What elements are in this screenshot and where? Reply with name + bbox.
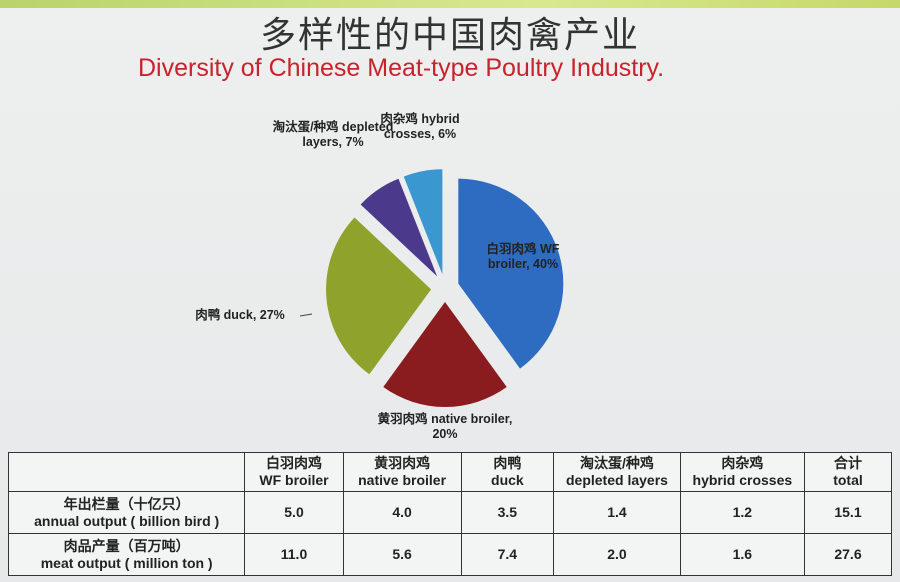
data-table: 白羽肉鸡 WF broiler 黄羽肉鸡 native broiler 肉鸭 duck 淘汰… xyxy=(7,452,893,576)
table-cell: 1.4 xyxy=(553,491,681,534)
table-cell: 11.0 xyxy=(244,533,344,576)
table-row: 肉品产量（百万吨） meat output ( million ton ) 11.0… xyxy=(7,533,893,576)
pie-slice xyxy=(360,178,438,277)
slice-label: 肉杂鸡 hybrid crosses, 6% xyxy=(380,112,460,141)
table-cell: 5.0 xyxy=(244,491,344,534)
table-cell: 肉鸭 duck xyxy=(460,452,555,492)
cell-text: 3.5 xyxy=(497,504,518,520)
table-cell xyxy=(7,452,246,492)
cell-text: 肉杂鸡 xyxy=(721,455,764,471)
table-cell: 白羽肉鸡 WF broiler xyxy=(244,452,344,492)
cell-text: native broiler xyxy=(358,472,447,488)
cell-text: total xyxy=(833,472,863,488)
table-cell: 合计 total xyxy=(803,452,893,492)
table-cell: 肉品产量（百万吨） meat output ( million ton ) xyxy=(7,533,246,576)
table-cell: 1.6 xyxy=(679,533,805,576)
slice-label-box: 黄羽肉鸡 native broiler, 20% xyxy=(377,412,513,441)
pie-slice xyxy=(383,302,507,407)
slice-label-box: 白羽肉鸡 WF broiler, 40% xyxy=(486,242,560,271)
table-cell: 肉杂鸡 hybrid crosses xyxy=(679,452,805,492)
header-row: 白羽肉鸡 WF broiler 黄羽肉鸡 native broiler 肉鸭 duck 淘汰… xyxy=(7,452,893,492)
table-cell: 2.0 xyxy=(553,533,681,576)
cell-text: 4.0 xyxy=(392,504,412,520)
cell-text: hybrid crosses xyxy=(692,472,793,488)
cell-text: 1.6 xyxy=(732,546,753,562)
cell-text: 黄羽肉鸡 xyxy=(374,455,431,471)
cell-text: duck xyxy=(491,472,524,488)
leader-line xyxy=(299,313,313,317)
cell-text: 27.6 xyxy=(834,546,862,562)
table-cell: 7.4 xyxy=(460,533,555,576)
cell-text: 年出栏量（十亿只） xyxy=(63,495,190,512)
cell-text: meat output ( million ton ) xyxy=(40,554,213,571)
cell-text: 肉鸭 xyxy=(493,455,522,471)
cell-text: 5.6 xyxy=(392,546,412,562)
cell-text: 1.4 xyxy=(607,504,627,520)
table-cell: 4.0 xyxy=(342,491,462,534)
cell-text: WF broiler xyxy=(259,472,329,488)
slice-label-box: 淘汰蛋/种鸡 depleted layers, 7% xyxy=(272,120,394,149)
slice-label: 黄羽肉鸡 native broiler, 20% xyxy=(377,412,513,441)
cell-text: 淘汰蛋/种鸡 xyxy=(580,455,654,471)
cell-text: depleted layers xyxy=(565,472,668,488)
subtitle: Diversity of Chinese Meat-type Poultry I… xyxy=(138,54,665,82)
cell-text: 白羽肉鸡 xyxy=(266,455,322,471)
table-cell: 年出栏量（十亿只） annual output ( billion bird ) xyxy=(7,491,246,534)
table-cell: 15.1 xyxy=(803,491,893,534)
top-bar xyxy=(0,0,900,8)
cell-text: 2.0 xyxy=(607,546,627,562)
table-cell: 3.5 xyxy=(460,491,555,534)
table-cell: 黄羽肉鸡 native broiler xyxy=(342,452,462,492)
cell-text: 合计 xyxy=(833,455,862,471)
slice-label-box: 肉鸭 duck, 27% xyxy=(195,308,285,322)
slice-label: 白羽肉鸡 WF broiler, 40% xyxy=(486,242,560,271)
table-cell: 1.2 xyxy=(679,491,805,534)
cell-text: 1.2 xyxy=(732,504,753,520)
cell-text: annual output ( billion bird ) xyxy=(34,512,220,529)
pie-slice xyxy=(458,178,564,369)
cell-text: 15.1 xyxy=(834,504,862,520)
cell-text: 7.4 xyxy=(497,546,518,562)
pie-slice xyxy=(403,169,443,275)
cell-text: 11.0 xyxy=(280,546,308,562)
cell-text: 5.0 xyxy=(284,504,304,520)
slice-label-box: 肉杂鸡 hybrid crosses, 6% xyxy=(380,112,460,141)
table-cell: 淘汰蛋/种鸡 depleted layers xyxy=(553,452,681,492)
pie-chart: 白羽肉鸡 WF broiler, 40% 黄羽肉鸡 native broiler,… xyxy=(195,112,564,441)
slice-label: 肉鸭 duck, 27% xyxy=(195,308,285,322)
table-row: 年出栏量（十亿只） annual output ( billion bird ) 5… xyxy=(7,491,893,534)
slice-label: 淘汰蛋/种鸡 depleted layers, 7% xyxy=(272,120,394,149)
table-cell: 27.6 xyxy=(803,533,893,576)
pie-slice xyxy=(326,217,432,375)
cell-text: 肉品产量（百万吨） xyxy=(63,537,190,554)
title: 多样性的中国肉禽产业 xyxy=(259,15,640,56)
table-cell: 5.6 xyxy=(342,533,462,576)
